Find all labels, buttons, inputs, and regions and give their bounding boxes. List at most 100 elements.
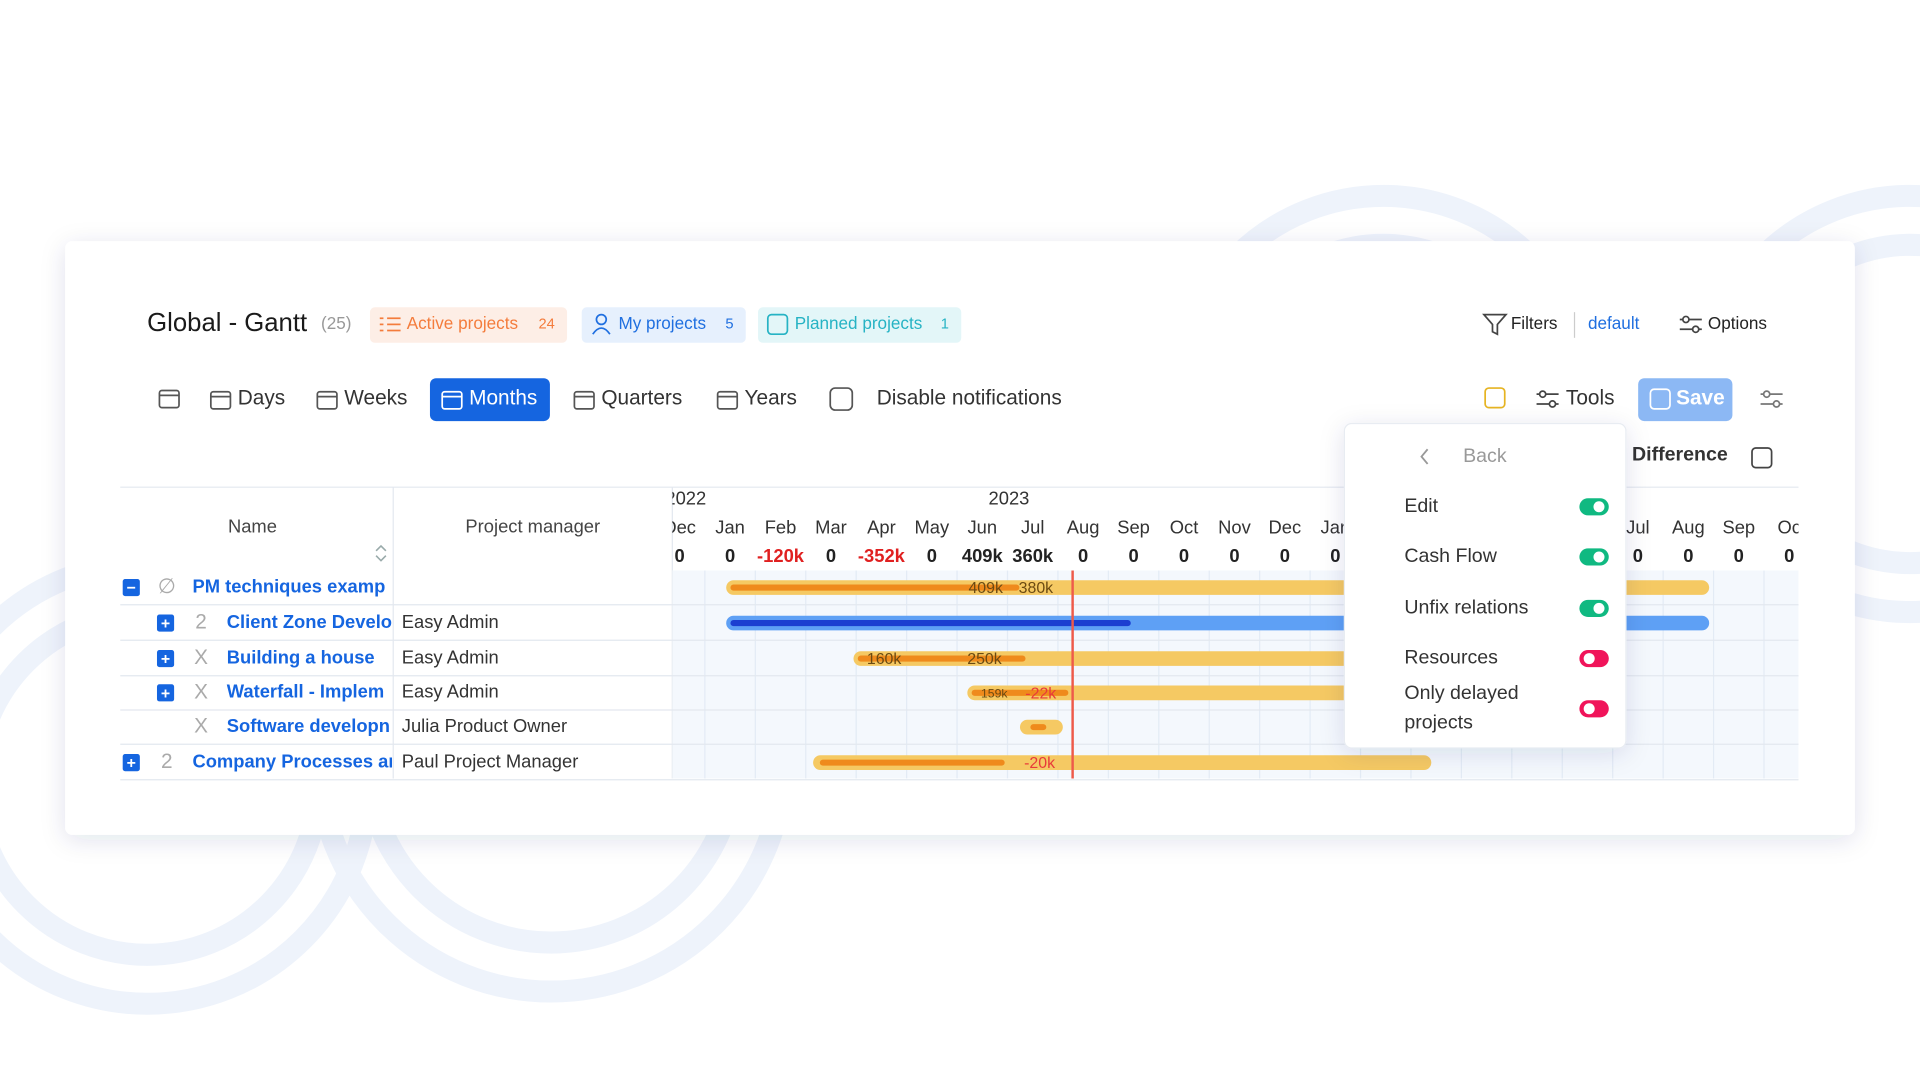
toggle-sign[interactable]: + [161,616,170,633]
row-marker: 2 [161,750,173,773]
zoom-option[interactable]: Weeks [344,387,407,410]
row-marker: X [194,715,208,738]
zoom-active[interactable] [429,378,550,422]
project-name[interactable]: PM techniques examp [192,575,385,596]
zoom-option[interactable]: Months [469,387,537,410]
menu-item[interactable]: Resources [1404,647,1498,669]
toggle-knob [1593,501,1605,513]
icon [1536,390,1559,408]
icon-part [1649,388,1671,410]
bar-label: 159k [981,686,1008,700]
column-header[interactable]: Name [228,515,277,536]
project-name[interactable]: Software developn [227,715,390,736]
year-label: 2023 [989,487,1030,508]
menu-item[interactable]: Only delayed projects [1404,682,1518,733]
cash-flow: 0 [1734,545,1744,566]
row-marker: X [194,646,208,669]
month-label: Nov [1218,517,1251,538]
icon [441,390,463,410]
icon-part [1484,387,1506,409]
icon [716,390,739,410]
toggle-knob [1583,653,1595,665]
icon-part [1762,390,1771,399]
column-header[interactable]: Project manager [465,515,600,536]
bar-label: -20k [1024,755,1055,772]
project-name[interactable]: Company Processes ar [192,750,395,771]
row-marker: 2 [195,611,207,634]
tab[interactable] [581,307,746,343]
cash-flow: 0 [1683,545,1693,566]
month-label: Jun [967,517,997,538]
icon [209,390,232,410]
icon-part [716,390,739,410]
toggle-sign[interactable]: + [161,651,170,668]
bar-label: 250k [967,651,1002,668]
icon [1760,390,1783,408]
icon-part [1681,315,1690,324]
options-button[interactable]: Options [1708,313,1767,333]
toggle-sign[interactable]: − [127,580,136,597]
filters-button[interactable]: Filters [1511,313,1558,333]
icon [158,389,180,409]
project-name[interactable]: Client Zone Develo [227,611,392,632]
bar-label: 160k [867,651,902,668]
month-label: Jan [715,517,745,538]
row-toggle[interactable] [156,650,175,668]
tab-count: 24 [538,316,554,332]
tab-label[interactable]: My projects [618,313,706,333]
month-label: Feb [765,517,797,538]
bar-label: -22k [1025,685,1056,702]
back-arrow[interactable] [1420,448,1429,465]
icon-part [1772,400,1781,408]
month-label: Dec [1269,517,1302,538]
project-manager: Easy Admin [402,646,499,667]
save-label[interactable]: Save [1676,387,1725,410]
month-label: Oc [1777,517,1800,538]
filter-preset[interactable]: default [1588,313,1640,333]
project-manager: Easy Admin [402,681,499,702]
checkbox[interactable] [829,387,854,411]
menu-item[interactable]: Cash Flow [1404,545,1497,567]
row-toggle[interactable] [156,684,175,702]
toggle-sign[interactable]: + [127,755,136,772]
tab-count: 1 [941,316,949,332]
tab-label[interactable]: Planned projects [795,313,923,333]
cash-flow: 0 [927,545,937,566]
zoom-option[interactable]: Days [238,387,285,410]
month-label: May [915,517,951,538]
menu-back[interactable]: Back [1463,445,1507,467]
tab[interactable] [758,307,962,343]
cash-flow: 0 [725,545,735,566]
menu-item[interactable]: Unfix relations [1404,597,1528,619]
month-label: Mar [815,517,847,538]
icon-part [1691,325,1700,334]
checkbox-label[interactable]: Disable notifications [877,387,1062,410]
cash-flow: 0 [1633,545,1643,566]
cash-flow: 409k [962,545,1004,566]
icon-part [441,390,463,410]
icon-part [595,313,608,326]
project-name[interactable]: Building a house [227,646,375,667]
menu-item[interactable]: Edit [1404,495,1438,517]
toggle-knob [1593,602,1605,614]
month-label: Sep [1722,517,1755,538]
sort-icon[interactable] [375,544,387,562]
zoom-option[interactable]: Years [745,387,797,410]
tab[interactable] [369,307,568,343]
tab-label[interactable]: Active projects [407,313,518,333]
month-label: Dec [663,517,696,538]
icon-part [1538,390,1547,399]
row-toggle[interactable] [122,754,140,772]
zoom-option[interactable]: Quarters [601,387,682,410]
difference-label: Difference [1632,444,1728,466]
bars: 409k 380k 160k 250k 159k -22k -20k [726,580,1710,772]
project-manager: Easy Admin [402,611,499,632]
toggle-sign[interactable]: + [161,685,170,702]
row-marker: ∅ [158,575,176,598]
tools-button[interactable]: Tools [1566,387,1615,410]
row-toggle[interactable] [122,579,140,597]
project-name[interactable]: Waterfall - Implem [227,681,384,702]
row-toggle[interactable] [156,614,175,632]
toggle-knob [1583,703,1595,715]
